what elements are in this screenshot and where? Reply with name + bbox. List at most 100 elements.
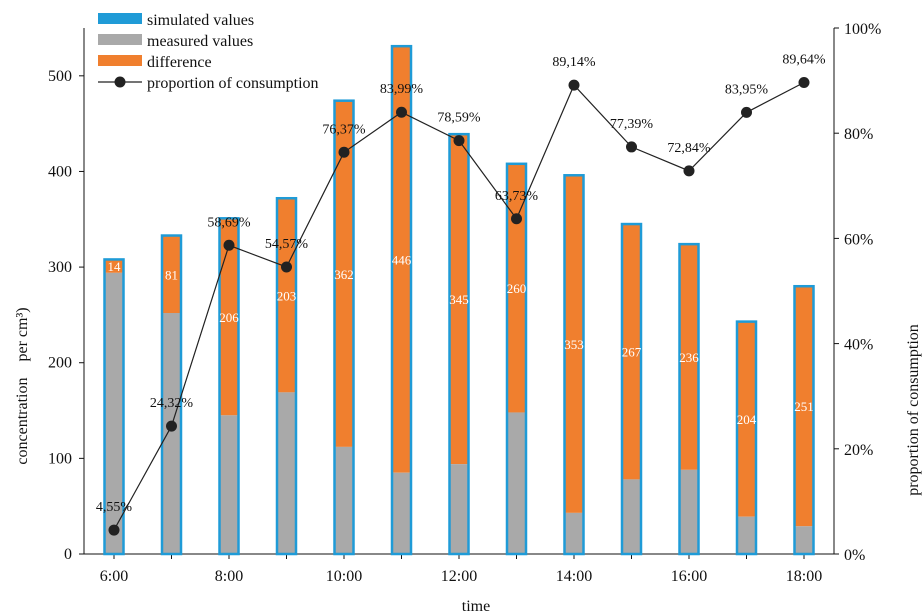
simulated-bar (735, 320, 758, 556)
legend-swatch (98, 13, 142, 24)
legend-label: measured values (147, 33, 253, 50)
simulated-bar (448, 132, 470, 556)
y2-tick-label: 20% (844, 442, 873, 459)
difference-value-label: 203 (277, 288, 297, 303)
difference-value-label: 446 (392, 252, 412, 267)
difference-bar (737, 321, 756, 517)
difference-bar (219, 218, 239, 416)
proportion-marker (108, 524, 120, 536)
proportion-marker (798, 76, 810, 88)
proportion-value-label: 76,37% (322, 122, 366, 137)
difference-bar (794, 286, 814, 527)
proportion-value-label: 77,39% (610, 117, 654, 132)
difference-value-label: 81 (165, 267, 178, 282)
proportion-value-label: 4,55% (96, 500, 133, 515)
x-tick-label: 6:00 (100, 568, 128, 585)
simulated-bar (333, 99, 355, 556)
y2-tick-label: 40% (844, 337, 873, 354)
proportion-marker (511, 213, 522, 225)
legend-swatch (98, 34, 142, 45)
difference-value-label: 345 (449, 292, 469, 307)
difference-value-label: 260 (507, 281, 527, 296)
difference-bar (622, 224, 641, 480)
x-axis-title: time (462, 598, 490, 614)
proportion-value-label: 83,95% (725, 82, 769, 97)
simulated-bar (563, 174, 585, 556)
proportion-marker (338, 146, 350, 158)
measured-bar (564, 512, 584, 554)
x-tick-label: 18:00 (786, 568, 822, 585)
simulated-bar (620, 222, 643, 556)
simulated-bar (793, 284, 815, 556)
measured-bar (104, 272, 124, 554)
x-tick-label: 14:00 (556, 568, 592, 585)
difference-bar (162, 235, 181, 313)
x-tick-label: 10:00 (326, 568, 362, 585)
y-tick-label: 200 (48, 355, 72, 372)
x-tick-label: 8:00 (215, 568, 243, 585)
proportion-marker (396, 106, 407, 118)
simulated-bar (505, 162, 528, 556)
simulated-bar (390, 44, 413, 556)
legend-label: proportion of consumption (147, 75, 319, 92)
proportion-marker (741, 106, 752, 118)
proportion-line (108, 76, 810, 536)
y2-axis-title: proportion of consumption (905, 324, 922, 496)
proportion-marker (568, 79, 580, 91)
proportion-value-label: 89,14% (552, 55, 596, 70)
y-tick-label: 0 (64, 546, 72, 563)
difference-value-label: 267 (622, 345, 642, 360)
simulated-bar (275, 196, 298, 556)
difference-value-label: 206 (219, 310, 239, 325)
legend-label: difference (147, 54, 212, 71)
proportion-marker (453, 135, 465, 147)
y-axis-title: concentration per cm³) (14, 307, 31, 464)
simulated-bar (218, 217, 240, 556)
legend-swatch-marker (114, 76, 126, 88)
measured-bar (794, 526, 814, 554)
measured-bar (162, 312, 181, 554)
axes: 0 100 200 300 400 500 0% 20% 40% 60% 80% 100% 6:00 8:… (48, 21, 881, 585)
measured-bar (737, 516, 756, 554)
difference-value-label: 14 (108, 259, 122, 274)
difference-value-label: 236 (679, 350, 699, 365)
difference-bar (449, 134, 469, 465)
proportion-value-label: 78,59% (437, 111, 481, 126)
legend: simulated values measured values differenc… (98, 12, 319, 92)
y2-tick-label: 60% (844, 231, 873, 248)
y-tick-label: 400 (48, 163, 72, 180)
proportion-marker (683, 165, 695, 177)
y2-tick-label: 80% (844, 126, 873, 143)
measured-bar (277, 392, 296, 554)
proportion-marker (166, 420, 177, 432)
difference-bar (392, 46, 411, 473)
legend-label: simulated values (147, 12, 254, 29)
x-tick-label: 16:00 (671, 568, 707, 585)
measured-bar (334, 446, 354, 554)
legend-swatch (98, 55, 142, 66)
y2-tick-label: 0% (844, 547, 865, 564)
difference-value-label: 353 (564, 337, 584, 352)
proportion-marker (281, 261, 292, 273)
simulated-bar (103, 258, 125, 556)
y-tick-label: 300 (48, 259, 72, 276)
proportion-value-label: 89,64% (782, 52, 826, 67)
y-tick-label: 500 (48, 68, 72, 85)
measured-bar (449, 464, 469, 554)
proportion-marker (626, 141, 637, 153)
y2-tick-label: 100% (844, 21, 881, 38)
difference-bar (277, 198, 296, 393)
difference-value-label: 251 (794, 399, 814, 414)
difference-bar (679, 244, 699, 470)
simulated-bar (678, 242, 700, 556)
measured-bar (392, 472, 411, 554)
proportion-value-label: 63,73% (495, 189, 539, 204)
proportion-value-label: 24,32% (150, 396, 194, 411)
difference-bar (564, 175, 584, 513)
y-tick-label: 100 (48, 450, 72, 467)
measured-bar (219, 415, 239, 554)
difference-bar (104, 259, 124, 273)
proportion-value-label: 58,69% (207, 215, 251, 230)
difference-bar (507, 163, 526, 413)
